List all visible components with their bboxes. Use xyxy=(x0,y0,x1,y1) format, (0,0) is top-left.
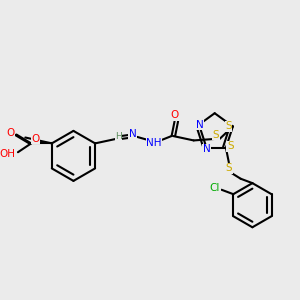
Text: S: S xyxy=(225,122,232,131)
Text: H: H xyxy=(115,131,122,140)
Text: OH: OH xyxy=(0,149,16,159)
Text: N: N xyxy=(196,120,203,130)
Text: S: S xyxy=(226,164,232,173)
Text: Cl: Cl xyxy=(210,183,220,193)
Text: O: O xyxy=(170,110,179,120)
Text: N: N xyxy=(129,129,136,139)
Text: O: O xyxy=(6,128,14,138)
Text: NH: NH xyxy=(146,138,162,148)
Text: O: O xyxy=(32,134,40,144)
Text: S: S xyxy=(212,130,219,140)
Text: N: N xyxy=(202,144,210,154)
Text: S: S xyxy=(227,141,234,151)
